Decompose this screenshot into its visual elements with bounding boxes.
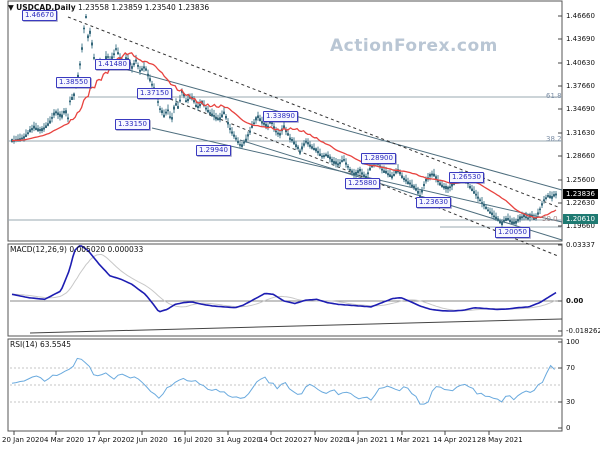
date-axis-label: 20 Jan 2020: [2, 436, 44, 444]
symbol-header: ▼ USDCAD,Daily 1.23558 1.23859 1.23540 1…: [8, 3, 209, 12]
price-level-label: 1.28900: [361, 153, 396, 164]
ohlc-values: 1.23558 1.23859 1.23540 1.23836: [77, 3, 210, 12]
price-level-label: 1.33890: [263, 111, 298, 122]
price-level-label: 1.37150: [137, 88, 172, 99]
price-level-label: 1.26530: [449, 172, 484, 183]
price-axis-label: 1.40630: [566, 59, 595, 67]
price-axis-label: 1.25600: [566, 176, 595, 184]
date-axis-label: 16 Jul 2020: [173, 436, 213, 444]
collapse-symbol-toggle[interactable]: ▼: [8, 3, 14, 12]
fib-level-label: 38.2: [546, 135, 562, 143]
rsi-header: RSI(14) 63.5545: [10, 340, 71, 349]
symbol-name: USDCAD,Daily: [16, 3, 76, 12]
date-axis-label: 2 Jun 2020: [130, 436, 168, 444]
price-axis-label: 1.46660: [566, 12, 595, 20]
macd-axis-label: 0.00: [566, 297, 584, 305]
macd-axis-label: -0.018262: [566, 327, 600, 335]
date-axis-label: 27 Nov 2020: [303, 436, 348, 444]
rsi-axis-label: 100: [566, 338, 580, 346]
date-axis-label: 1 Mar 2021: [390, 436, 430, 444]
date-axis-label: 14 Apr 2021: [433, 436, 477, 444]
price-axis-label: 1.31630: [566, 129, 595, 137]
price-level-label: 1.29940: [196, 145, 231, 156]
price-axis-label: 1.19660: [566, 222, 595, 230]
date-axis-label: 31 Aug 2020: [216, 436, 261, 444]
price-axis-label: 1.43690: [566, 35, 595, 43]
price-badge: 1.23836: [563, 189, 598, 199]
rsi-axis-label: 70: [566, 364, 575, 372]
price-level-label: 1.46670: [22, 10, 57, 21]
price-badge: 1.20610: [563, 214, 598, 224]
price-level-label: 1.25880: [345, 178, 380, 189]
date-axis-label: 4 Mar 2020: [44, 436, 84, 444]
price-axis-label: 1.37660: [566, 82, 595, 90]
date-axis-label: 28 May 2021: [477, 436, 523, 444]
price-axis-label: 1.22630: [566, 199, 595, 207]
price-level-label: 1.38550: [56, 77, 91, 88]
price-level-label: 1.23630: [416, 197, 451, 208]
price-level-label: 1.41480: [95, 59, 130, 70]
price-axis-label: 1.34690: [566, 105, 595, 113]
macd-header: MACD(12,26,9) 0.005020 0.000033: [10, 245, 144, 254]
rsi-axis-label: 30: [566, 398, 575, 406]
rsi-axis-label: 0: [566, 424, 571, 432]
actionforex-watermark: ActionForex.com: [330, 36, 498, 56]
fib-level-label: 50.0: [542, 215, 558, 223]
price-level-label: 1.33150: [115, 119, 150, 130]
date-axis-label: 14 Jan 2021: [346, 436, 388, 444]
date-axis-label: 17 Apr 2020: [87, 436, 131, 444]
macd-axis-label: 0.03337: [566, 241, 595, 249]
fib-level-label: 61.8: [546, 92, 562, 100]
price-axis-label: 1.28660: [566, 152, 595, 160]
date-axis-label: 14 Oct 2020: [259, 436, 303, 444]
price-level-label: 1.20050: [495, 227, 530, 238]
